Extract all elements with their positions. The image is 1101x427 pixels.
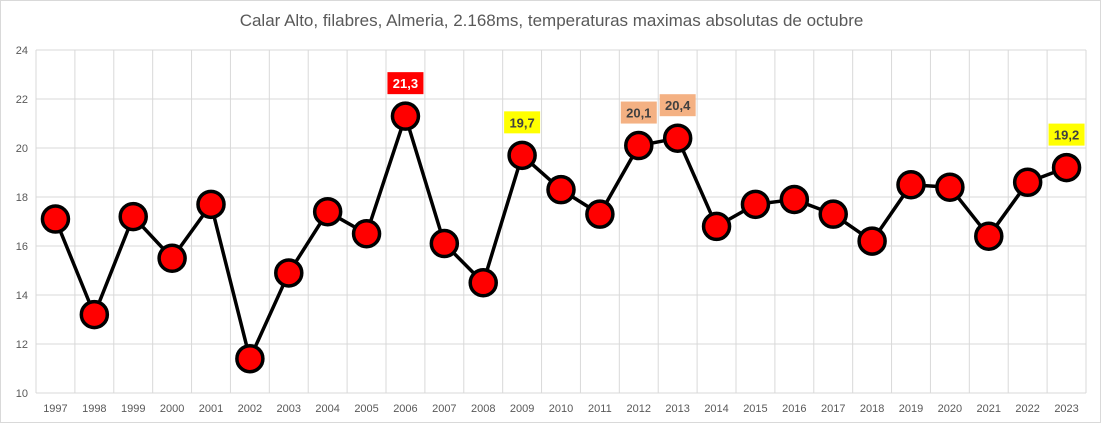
data-point	[662, 123, 693, 153]
x-tick-label: 2003	[277, 403, 301, 415]
x-tick-label: 2004	[315, 403, 339, 415]
grid	[35, 49, 1087, 394]
data-point	[585, 199, 615, 229]
data-point	[390, 101, 421, 131]
data-label: 21,3	[393, 76, 418, 91]
data-point	[507, 140, 537, 171]
y-tick-label: 12	[16, 339, 28, 351]
series-line	[53, 114, 1068, 361]
x-tick-label: 2015	[743, 403, 767, 415]
x-tick-label: 2019	[899, 403, 923, 415]
data-point	[312, 196, 343, 227]
y-tick-label: 16	[16, 241, 28, 253]
x-tick-label: 1999	[121, 403, 145, 415]
data-point	[157, 243, 187, 273]
data-point	[235, 343, 265, 374]
x-tick-label: 2001	[199, 403, 223, 415]
data-point	[196, 189, 226, 220]
x-tick-label: 2002	[238, 403, 262, 415]
data-point	[351, 219, 382, 249]
data-label: 19,2	[1054, 128, 1079, 143]
data-point	[896, 170, 926, 200]
data-point	[118, 201, 148, 232]
data-label-box	[1048, 123, 1085, 146]
y-tick-label: 14	[16, 290, 28, 302]
x-tick-label: 2016	[782, 403, 806, 415]
x-tick-label: 2014	[704, 403, 728, 415]
x-tick-label: 2005	[354, 403, 378, 415]
data-point	[546, 174, 576, 205]
y-tick-label: 18	[16, 192, 28, 204]
data-label-box	[387, 72, 424, 95]
y-tick-label: 24	[16, 45, 28, 57]
x-tick-label: 2021	[977, 403, 1001, 415]
x-tick-label: 2018	[860, 403, 884, 415]
x-tick-label: 2023	[1054, 403, 1078, 415]
x-tick-label: 2007	[432, 403, 456, 415]
data-labels: 21,3 19,7 20,1 20,4 19,2	[387, 72, 1085, 146]
data-point	[79, 299, 110, 330]
data-point	[274, 258, 304, 288]
x-tick-label: 2022	[1015, 403, 1039, 415]
data-point	[1012, 167, 1043, 198]
x-tick-label: 2020	[938, 403, 962, 415]
data-point	[40, 204, 71, 234]
data-label: 20,1	[626, 106, 651, 121]
data-point	[935, 172, 965, 202]
y-tick-label: 20	[16, 143, 28, 155]
data-label: 19,7	[509, 115, 534, 130]
x-tick-label: 2006	[393, 403, 417, 415]
data-point	[857, 226, 887, 256]
x-tick-label: 2013	[665, 403, 689, 415]
x-tick-label: 1998	[82, 403, 106, 415]
x-tick-label: 2009	[510, 403, 534, 415]
data-points	[40, 101, 1082, 374]
data-label: 20,4	[665, 98, 691, 113]
data-label-box	[659, 94, 696, 117]
data-label-box	[504, 111, 541, 134]
x-tick-label: 2000	[160, 403, 184, 415]
data-point	[1051, 152, 1082, 183]
data-point	[974, 221, 1004, 251]
data-point	[779, 184, 810, 215]
chart-title: Calar Alto, filabres, Almeria, 2.168ms, …	[239, 11, 864, 30]
x-tick-label: 2008	[471, 403, 495, 415]
x-tick-label: 2012	[627, 403, 651, 415]
data-point	[818, 199, 848, 229]
series-line-path	[53, 114, 1068, 361]
x-tick-label: 1997	[43, 403, 67, 415]
y-tick-label: 22	[16, 94, 28, 106]
data-point	[468, 268, 498, 298]
x-tick-label: 2010	[549, 403, 573, 415]
y-tick-label: 10	[16, 388, 28, 400]
data-point	[429, 228, 460, 259]
data-point	[701, 211, 732, 242]
data-point	[624, 130, 654, 161]
x-tick-label: 2017	[821, 403, 845, 415]
x-tick-label: 2011	[588, 403, 612, 415]
data-label-box	[620, 101, 657, 124]
data-point	[740, 189, 771, 220]
